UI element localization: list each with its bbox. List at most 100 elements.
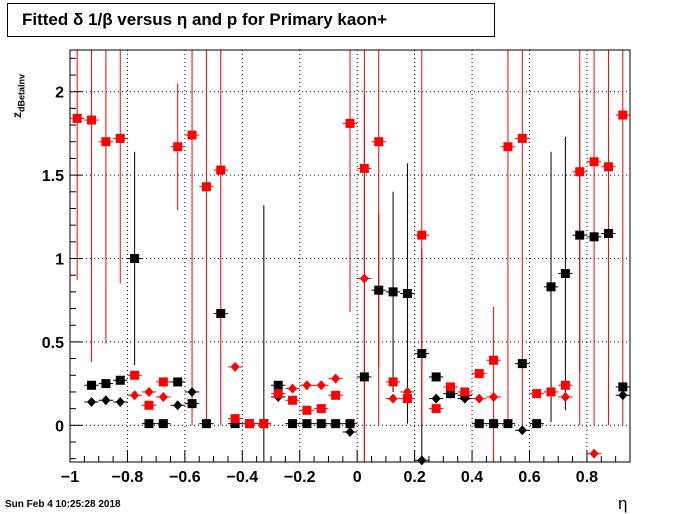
square-marker bbox=[517, 359, 527, 369]
square-marker bbox=[503, 419, 513, 429]
square-marker bbox=[302, 405, 312, 415]
square-marker bbox=[101, 379, 111, 389]
title-box: Fitted δ 1/β versus η and p for Primary … bbox=[7, 3, 495, 37]
square-marker bbox=[144, 400, 154, 410]
diamond-marker bbox=[158, 391, 168, 402]
square-marker bbox=[201, 419, 211, 429]
diamond-marker bbox=[560, 391, 570, 402]
square-marker bbox=[460, 387, 470, 397]
x-tick-label: 0.8 bbox=[576, 469, 598, 486]
square-marker bbox=[87, 380, 97, 390]
square-marker bbox=[503, 142, 513, 152]
x-tick-label: −1 bbox=[61, 469, 79, 486]
square-marker bbox=[316, 419, 326, 429]
square-marker bbox=[517, 133, 527, 143]
diamond-marker bbox=[87, 396, 97, 407]
x-tick-label: −0.6 bbox=[169, 469, 201, 486]
square-marker bbox=[273, 389, 283, 399]
square-marker bbox=[273, 380, 283, 390]
diamond-marker bbox=[618, 390, 628, 401]
diamond-marker bbox=[589, 448, 599, 459]
diamond-marker bbox=[288, 383, 298, 394]
square-marker bbox=[589, 157, 599, 167]
square-marker bbox=[173, 377, 183, 387]
square-marker bbox=[173, 142, 183, 152]
square-marker bbox=[474, 419, 484, 429]
y-tick-label: 1 bbox=[55, 252, 64, 269]
square-marker bbox=[302, 419, 312, 429]
square-marker bbox=[345, 118, 355, 128]
square-marker bbox=[259, 419, 269, 429]
diamond-marker bbox=[173, 400, 183, 411]
x-tick-label: 0.6 bbox=[518, 469, 540, 486]
square-marker bbox=[158, 377, 168, 387]
chart-title: Fitted δ 1/β versus η and p for Primary … bbox=[22, 10, 388, 29]
square-marker bbox=[431, 372, 441, 382]
square-marker bbox=[345, 419, 355, 429]
diamond-marker bbox=[101, 395, 111, 406]
footer-date: Sun Feb 4 10:25:28 2018 bbox=[5, 499, 121, 510]
diamond-marker bbox=[474, 393, 484, 404]
y-axis-label: zdBetalnv bbox=[10, 74, 26, 118]
square-marker bbox=[201, 182, 211, 192]
x-tick-label: −0.4 bbox=[227, 469, 259, 486]
square-marker bbox=[187, 399, 197, 409]
square-marker bbox=[560, 380, 570, 390]
x-tick-label: 0 bbox=[353, 469, 362, 486]
square-marker bbox=[388, 287, 398, 297]
square-marker bbox=[87, 115, 97, 125]
diamond-marker bbox=[359, 273, 369, 284]
square-marker bbox=[331, 390, 341, 400]
diamond-marker bbox=[388, 393, 398, 404]
diamond-marker bbox=[187, 386, 197, 397]
y-axis-label-main: z bbox=[10, 112, 24, 118]
plot-frame bbox=[69, 49, 631, 463]
x-tick-label: −0.8 bbox=[112, 469, 144, 486]
square-marker bbox=[216, 309, 226, 319]
x-tick-label: 0.4 bbox=[461, 469, 483, 486]
square-marker bbox=[216, 165, 226, 175]
square-marker bbox=[374, 285, 384, 295]
square-marker bbox=[474, 369, 484, 379]
diamond-marker bbox=[130, 390, 140, 401]
square-marker bbox=[417, 230, 427, 240]
square-marker bbox=[603, 228, 613, 238]
square-marker bbox=[575, 230, 585, 240]
x-axis-label: η bbox=[618, 494, 628, 513]
square-marker bbox=[402, 289, 412, 299]
square-marker bbox=[101, 137, 111, 147]
square-marker bbox=[618, 110, 628, 120]
square-marker bbox=[144, 419, 154, 429]
y-tick-label: 0 bbox=[55, 418, 64, 435]
diamond-marker bbox=[230, 361, 240, 372]
square-marker bbox=[115, 375, 125, 385]
y-axis-label-subscript: dBetalnv bbox=[16, 73, 27, 112]
square-marker bbox=[532, 389, 542, 399]
x-tick-label: 0.2 bbox=[403, 469, 425, 486]
axes: −1 −0.8 −0.6 −0.4 −0.2 0 0.2 0.4 0.6 0.8 0 0.5 1 1.5 2 bbox=[42, 57, 631, 486]
square-marker bbox=[158, 419, 168, 429]
diamond-marker bbox=[302, 380, 312, 391]
square-marker bbox=[316, 404, 326, 414]
y-tick-label: 2 bbox=[55, 85, 64, 102]
square-marker bbox=[603, 162, 613, 172]
square-marker bbox=[402, 394, 412, 404]
diamond-marker bbox=[144, 386, 154, 397]
diamond-marker bbox=[331, 373, 341, 384]
square-marker bbox=[230, 419, 240, 429]
square-marker bbox=[560, 269, 570, 279]
square-marker bbox=[230, 414, 240, 424]
square-marker bbox=[575, 167, 585, 177]
square-marker bbox=[359, 163, 369, 173]
diamond-marker bbox=[431, 393, 441, 404]
square-marker bbox=[115, 133, 125, 143]
square-marker bbox=[489, 355, 499, 365]
square-marker bbox=[446, 382, 456, 392]
diamond-marker bbox=[517, 425, 527, 436]
square-marker bbox=[532, 419, 542, 429]
square-marker bbox=[130, 370, 140, 380]
x-tick-label: −0.2 bbox=[284, 469, 316, 486]
diamond-marker bbox=[115, 396, 125, 407]
square-marker bbox=[374, 137, 384, 147]
